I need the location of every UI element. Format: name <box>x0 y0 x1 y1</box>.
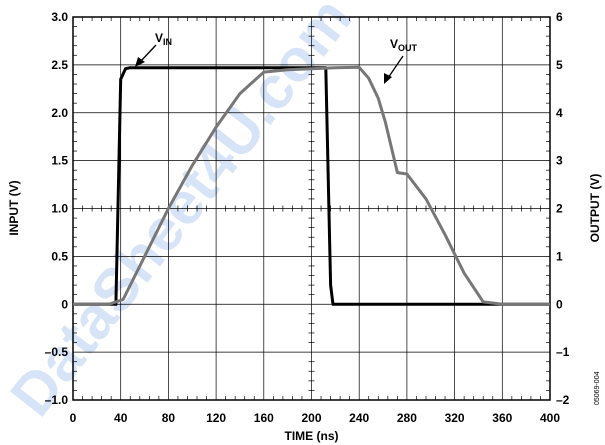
vin-arrowhead <box>135 57 145 67</box>
vout-label-sub: OUT <box>398 43 418 53</box>
vin-label-main: V <box>155 31 163 45</box>
vin-pointer <box>139 44 157 63</box>
x-tick-labels: 0 40 80 120 160 200 240 280 320 360 400 <box>70 411 561 425</box>
y-right-tick-label: 0 <box>556 297 563 311</box>
vout-pointer <box>387 55 404 79</box>
vin-label: VIN <box>155 31 172 47</box>
y-left-tick-label: 1.0 <box>51 202 68 216</box>
x-tick-label: 160 <box>254 411 274 425</box>
x-tick-label: 360 <box>492 411 512 425</box>
x-tick-label: 80 <box>162 411 176 425</box>
y-left-axis-title: INPUT (V) <box>7 180 21 235</box>
x-tick-label: 40 <box>114 411 128 425</box>
y-left-tick-label: 2.0 <box>51 106 68 120</box>
plot-frame <box>72 16 551 401</box>
y-right-tick-labels: 6 5 4 3 2 1 0 –1 –2 <box>556 10 570 407</box>
y-left-tick-label: 2.5 <box>51 58 68 72</box>
x-tick-label: 0 <box>70 411 77 425</box>
y-left-tick-label: –0.5 <box>45 345 69 359</box>
x-axis-title: TIME (ns) <box>285 429 339 443</box>
y-right-tick-label: –2 <box>556 393 570 407</box>
grid <box>73 17 550 400</box>
vin-label-sub: IN <box>163 37 172 47</box>
vout-label-main: V <box>390 37 398 51</box>
vin-annotation: VIN <box>135 31 172 67</box>
series-line-vin <box>73 66 550 306</box>
x-tick-label: 120 <box>206 411 226 425</box>
x-tick-label: 280 <box>397 411 417 425</box>
y-left-tick-label: 0.5 <box>51 249 68 263</box>
y-right-axis-title: OUTPUT (V) <box>588 174 602 243</box>
y-left-tick-label: 3.0 <box>51 10 68 24</box>
x-tick-label: 240 <box>349 411 369 425</box>
x-tick-label: 200 <box>301 411 321 425</box>
y-right-tick-label: 3 <box>556 154 563 168</box>
doc-number: 05069-004 <box>594 371 601 405</box>
y-right-tick-label: 1 <box>556 249 563 263</box>
y-right-tick-label: –1 <box>556 345 570 359</box>
x-tick-label: 320 <box>445 411 465 425</box>
y-left-tick-label: –1.0 <box>45 393 69 407</box>
y-right-tick-label: 5 <box>556 58 563 72</box>
vout-label: VOUT <box>390 37 418 53</box>
y-left-tick-labels: 3.0 2.5 2.0 1.5 1.0 0.5 0 –0.5 –1.0 <box>45 10 69 407</box>
series-layer <box>73 65 550 306</box>
y-left-tick-label: 0 <box>61 297 68 311</box>
y-right-tick-label: 6 <box>556 10 563 24</box>
x-tick-label: 400 <box>540 411 560 425</box>
series-line-vout <box>73 65 550 306</box>
vout-arrowhead <box>384 73 392 84</box>
vout-annotation: VOUT <box>384 37 418 84</box>
y-left-tick-label: 1.5 <box>51 154 68 168</box>
y-right-tick-label: 4 <box>556 106 563 120</box>
y-right-tick-label: 2 <box>556 202 563 216</box>
